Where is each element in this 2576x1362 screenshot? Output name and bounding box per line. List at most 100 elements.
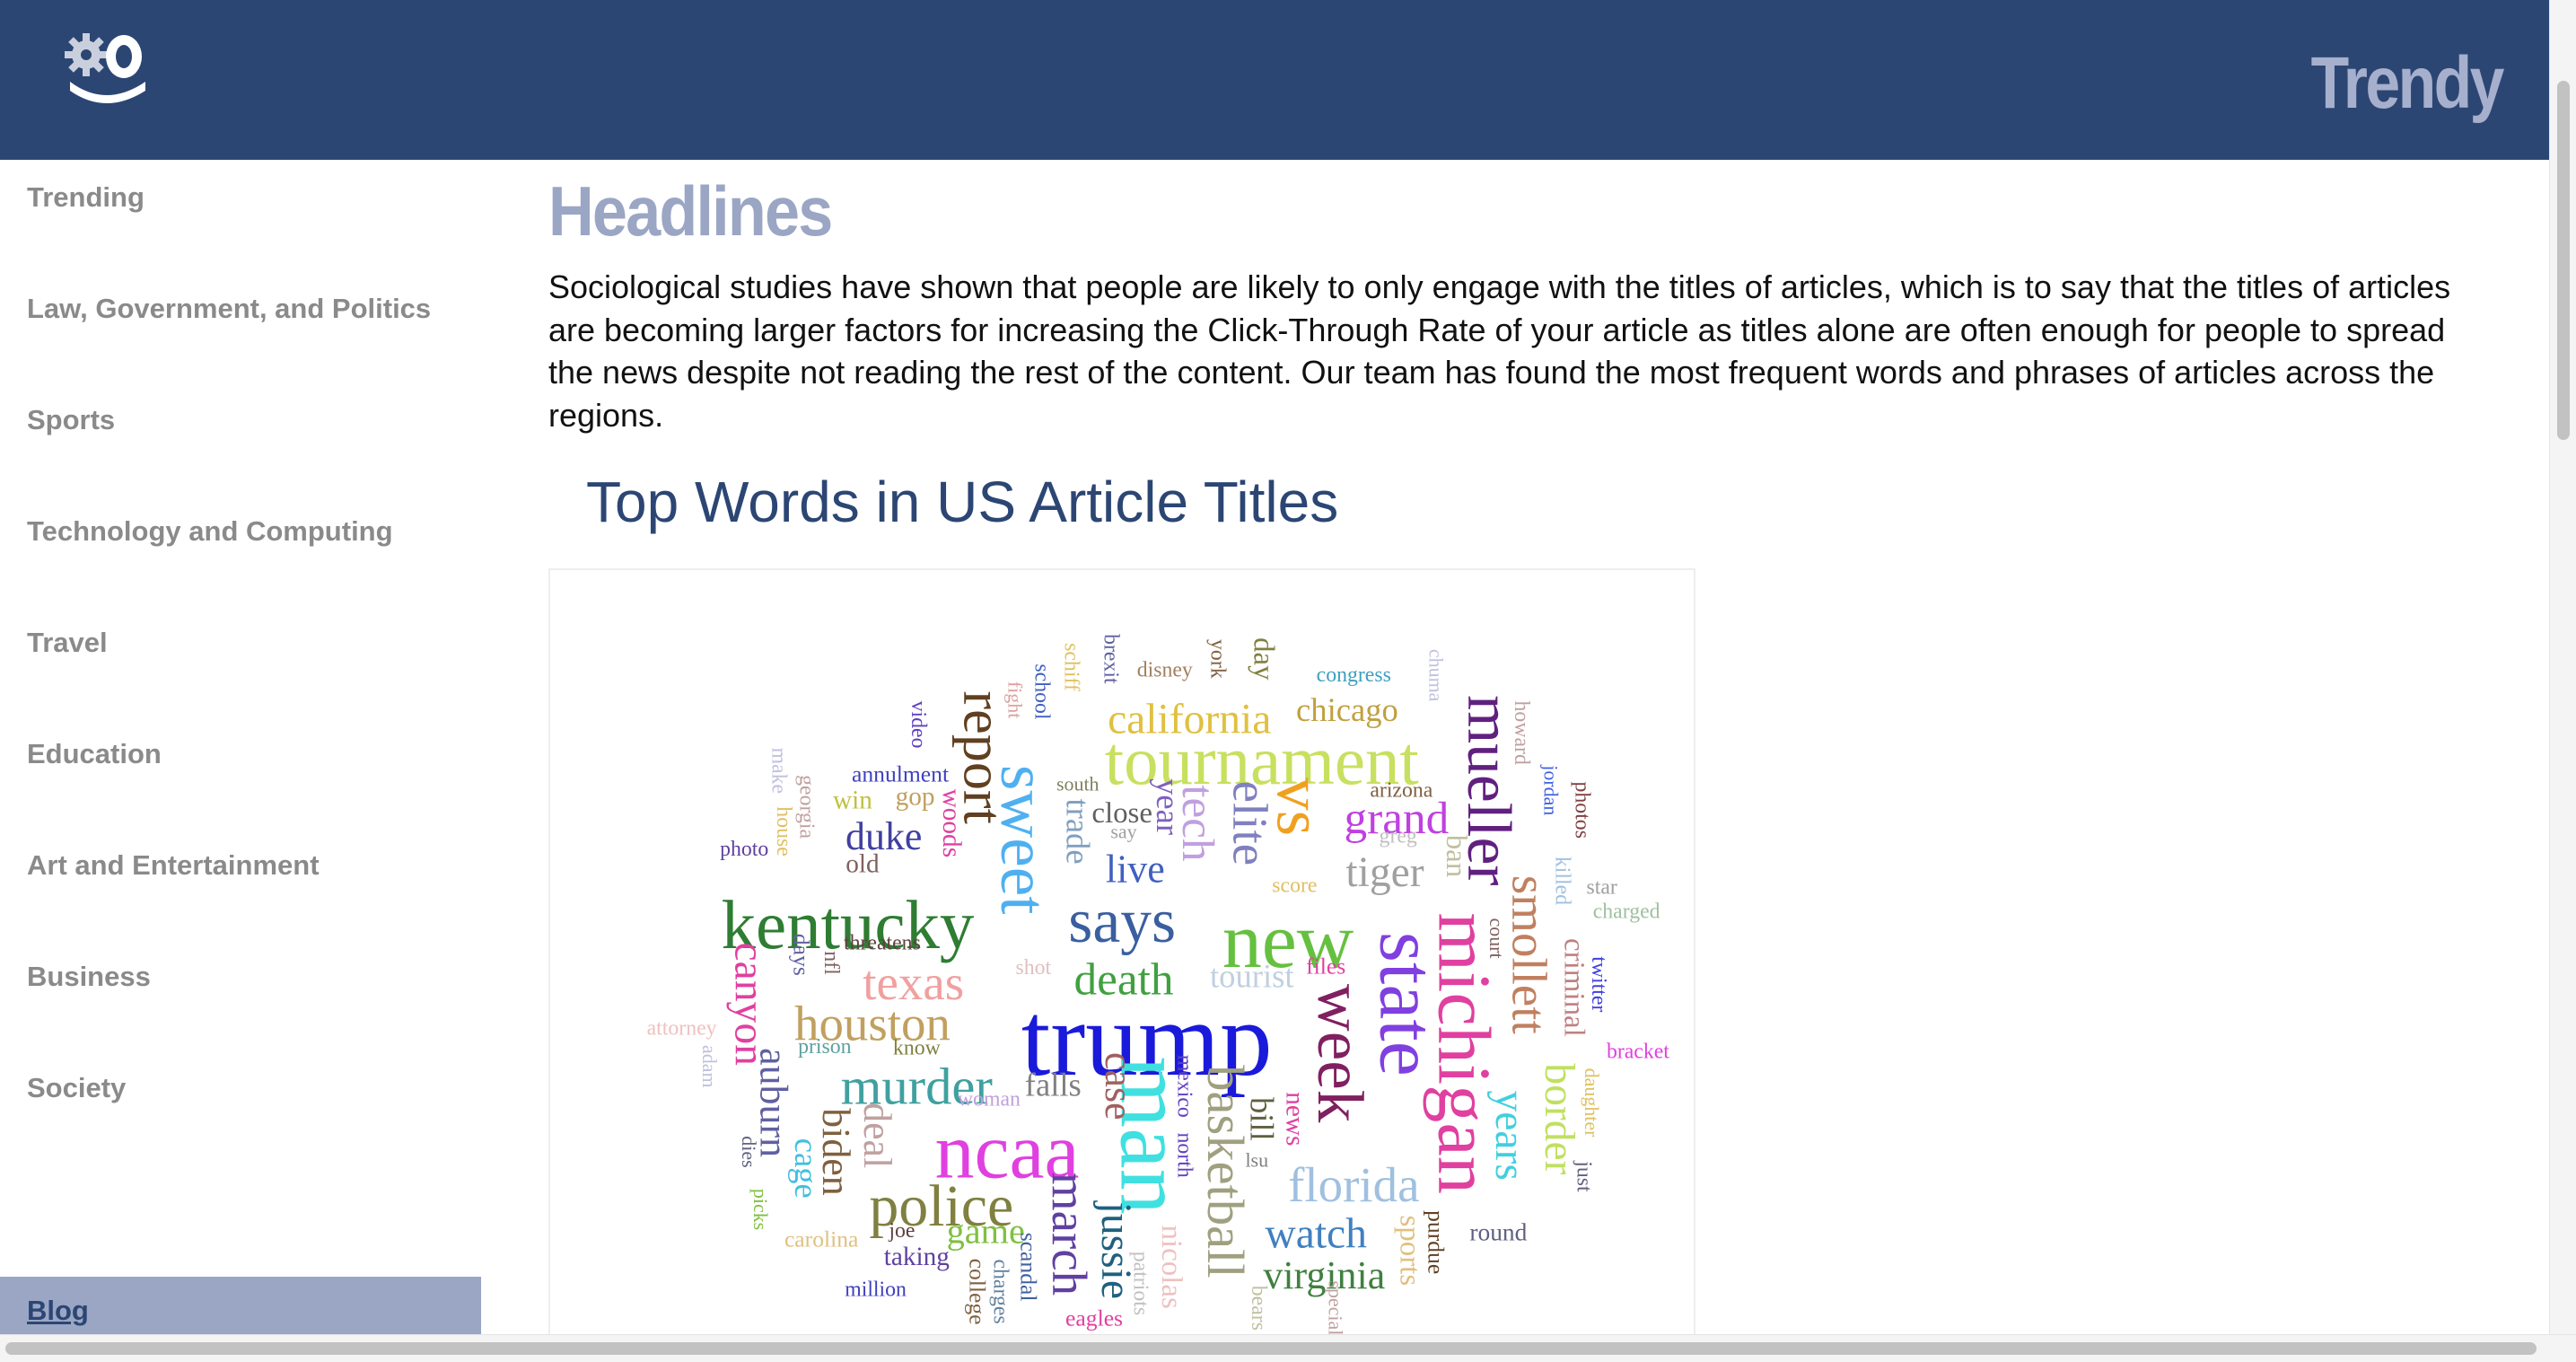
cloud-word: threatens: [844, 932, 921, 955]
cloud-word: jussie: [1092, 1200, 1139, 1299]
cloud-word: attorney: [647, 1017, 717, 1041]
cloud-word: york: [1205, 639, 1229, 679]
cloud-word: million: [845, 1279, 907, 1302]
cloud-word: michigan: [1422, 913, 1505, 1194]
cloud-word: south: [1056, 772, 1100, 795]
cloud-word: howard: [1510, 701, 1533, 765]
cloud-word: ban: [1440, 835, 1472, 878]
vertical-scrollbar[interactable]: [2549, 0, 2576, 1334]
cloud-word: nicolas: [1155, 1225, 1187, 1308]
cloud-word: auburn: [752, 1048, 796, 1157]
cloud-word: killed: [1551, 857, 1574, 905]
cloud-word: lsu: [1245, 1149, 1268, 1172]
cloud-word: chicago: [1296, 691, 1398, 728]
cloud-word: picks: [749, 1189, 772, 1230]
scroll-thumb[interactable]: [2557, 81, 2570, 440]
cloud-word: college: [965, 1259, 991, 1325]
cloud-word: mexico: [1173, 1055, 1196, 1118]
cloud-word: special: [1325, 1280, 1347, 1334]
brand: Trendy: [2310, 42, 2505, 124]
cloud-word: disney: [1137, 659, 1193, 682]
cloud-word: chuma: [1424, 649, 1447, 702]
cloud-word: tiger: [1345, 849, 1424, 896]
cloud-word: tournament: [1105, 723, 1419, 799]
scroll-thumb[interactable]: [5, 1342, 2537, 1355]
cloud-word: falls: [1025, 1066, 1082, 1103]
cloud-word: woman: [958, 1087, 1021, 1111]
cloud-word: scandal: [1015, 1233, 1041, 1302]
cloud-word: year: [1150, 778, 1187, 835]
cloud-word: arizona: [1370, 778, 1433, 802]
cloud-word: files: [1306, 953, 1345, 980]
cloud-word: new: [1222, 898, 1354, 985]
cloud-word: canyon: [726, 943, 773, 1067]
cloud-word: joe: [888, 1219, 915, 1243]
cloud-word: report: [952, 690, 1013, 824]
cloud-word: houston: [794, 997, 951, 1051]
cloud-word: basketball: [1196, 1065, 1255, 1278]
cloud-word: just: [1573, 1160, 1596, 1192]
cloud-word: case: [1097, 1052, 1141, 1120]
section-title: Top Words in US Article Titles: [586, 470, 1339, 534]
cloud-word: trade: [1059, 798, 1096, 864]
cloud-word: schiff: [1059, 643, 1082, 691]
cloud-word: bears: [1247, 1286, 1270, 1331]
cloud-word: adam: [698, 1045, 721, 1088]
cloud-word: north: [1173, 1133, 1196, 1178]
blog-link[interactable]: Blog: [27, 1295, 89, 1326]
cloud-word: criminal: [1558, 938, 1590, 1037]
cloud-word: california: [1108, 697, 1271, 743]
cloud-word: court: [1485, 918, 1508, 958]
cloud-word: know: [893, 1037, 942, 1060]
cloud-word: vs: [1263, 778, 1336, 836]
nav-item[interactable]: Business: [27, 961, 151, 992]
cloud-word: day: [1248, 637, 1280, 681]
nav-item[interactable]: Sports: [27, 404, 116, 435]
cloud-word: star: [1586, 875, 1617, 899]
cloud-word: say: [1110, 821, 1136, 843]
nav-item[interactable]: Travel: [27, 627, 108, 658]
cloud-word: deal: [855, 1103, 899, 1168]
cloud-word: biden: [814, 1108, 858, 1196]
nav-item[interactable]: Education: [27, 738, 162, 769]
logo[interactable]: [59, 22, 153, 109]
cloud-word: ncaa: [935, 1108, 1080, 1195]
cloud-word: win: [833, 786, 872, 814]
cloud-word: says: [1068, 887, 1176, 956]
intro-paragraph: Sociological studies have shown that peo…: [548, 268, 2451, 434]
cloud-word: make: [767, 748, 791, 795]
cloud-word: gop: [896, 783, 935, 812]
cloud-word: sweet: [987, 765, 1060, 915]
cloud-word: murder: [841, 1057, 993, 1115]
cloud-word: patriots: [1128, 1252, 1152, 1315]
cloud-word: house: [772, 806, 795, 856]
cloud-word: georgia: [795, 775, 819, 839]
horizontal-scrollbar[interactable]: [0, 1334, 2576, 1362]
cloud-word: live: [1106, 848, 1165, 892]
cloud-word: march: [1042, 1173, 1097, 1296]
cloud-word: texas: [863, 955, 964, 1010]
cloud-word: bill: [1243, 1097, 1280, 1141]
cloud-word: nfl: [819, 951, 843, 975]
cloud-word: taking: [884, 1243, 951, 1271]
sidebar: Blog Trending Law, Government, and Politi…: [0, 160, 481, 1334]
cloud-word: man: [1101, 1056, 1203, 1214]
cloud-word: years: [1486, 1090, 1533, 1180]
cloud-word: school: [1030, 663, 1053, 719]
cloud-word: photos: [1571, 782, 1594, 839]
cloud-word: news: [1280, 1092, 1309, 1146]
blog-box: Blog: [0, 1277, 481, 1334]
nav-item[interactable]: Society: [27, 1072, 127, 1103]
page-title: Headlines: [548, 171, 833, 250]
nav-item[interactable]: Law, Government, and Politics: [27, 293, 432, 324]
nav-item[interactable]: Art and Entertainment: [27, 849, 320, 881]
cloud-word: photo: [720, 838, 768, 861]
nav-item[interactable]: Trending: [27, 181, 145, 213]
cloud-word: eagles: [1065, 1305, 1123, 1331]
cloud-word: prison: [798, 1035, 852, 1059]
cloud-word: game: [947, 1210, 1025, 1251]
cloud-word: shot: [1015, 956, 1051, 980]
nav-item[interactable]: Technology and Computing: [27, 515, 393, 547]
cloud-word: border: [1536, 1063, 1582, 1174]
cloud-word: brexit: [1099, 634, 1122, 684]
